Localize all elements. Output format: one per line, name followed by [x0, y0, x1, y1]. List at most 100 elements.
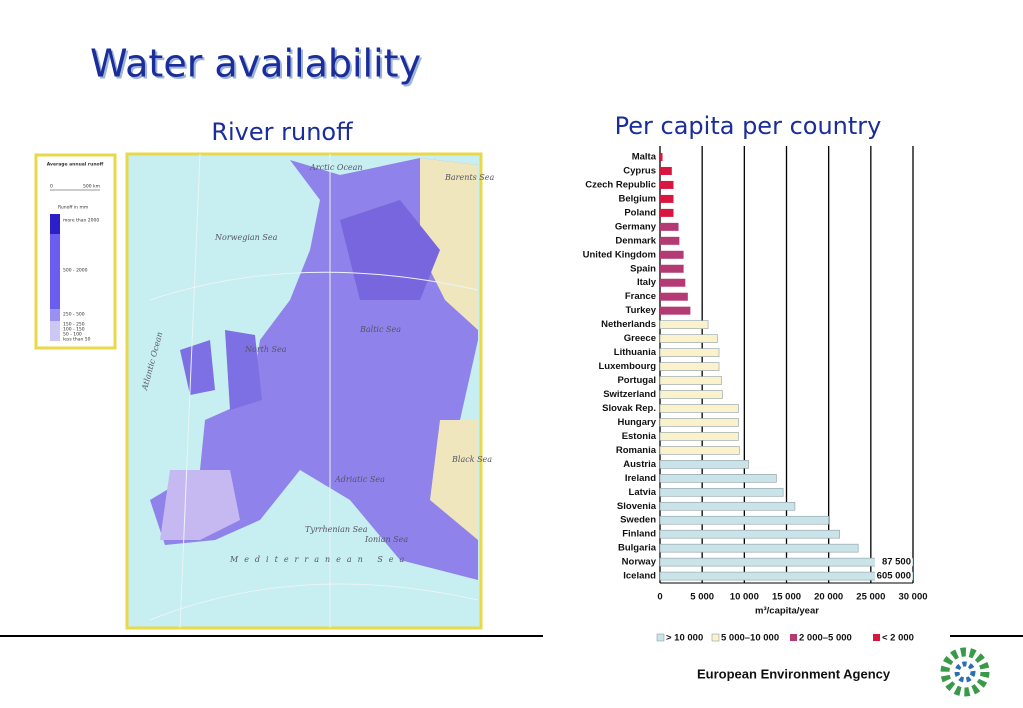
bar — [659, 529, 840, 539]
y-tick-label: Luxembourg — [598, 361, 656, 372]
y-tick-label: Czech Republic — [585, 179, 656, 190]
bar — [660, 278, 686, 287]
legend-item: 150 - 250 — [63, 322, 85, 328]
legend-item: 100 - 150 — [63, 327, 85, 333]
legend-swatch — [790, 634, 797, 641]
y-tick-label: Slovak Rep. — [602, 403, 656, 414]
y-tick-label: Cyprus — [623, 165, 656, 176]
bar — [659, 334, 718, 343]
label-bg — [875, 556, 912, 568]
x-tick-label: 25 000 — [856, 592, 885, 603]
bar — [659, 390, 723, 399]
x-tick-label: 30 000 — [898, 592, 927, 603]
y-tick-label: Sweden — [620, 515, 656, 526]
map-label: Ionian Sea — [364, 535, 408, 544]
value-label: 605 000 — [877, 571, 911, 582]
legend-label: < 2 000 — [882, 633, 914, 644]
legend-item: 250 - 500 — [63, 312, 85, 318]
value-label: 87 500 — [882, 557, 911, 568]
y-tick-label: France — [625, 291, 656, 302]
map-label: Adriatic Sea — [334, 475, 385, 484]
scandinavia — [340, 200, 440, 300]
iberia — [160, 470, 240, 540]
y-tick-label: Iceland — [623, 571, 656, 582]
slide-title: Water availability — [90, 42, 421, 86]
y-tick-label: Bulgaria — [618, 543, 657, 554]
y-tick-label: Portugal — [617, 375, 656, 386]
bar — [660, 166, 672, 175]
y-tick-label: Denmark — [615, 235, 656, 246]
map-label: Black Sea — [451, 455, 492, 464]
y-tick-label: Norway — [622, 557, 657, 568]
legend-label: 5 000–10 000 — [721, 633, 779, 644]
legend-item: less than 50 — [63, 337, 91, 343]
bar — [659, 362, 720, 371]
bar — [660, 180, 674, 189]
y-tick-label: Italy — [637, 277, 657, 288]
map-label: Mediterranean Sea — [229, 555, 410, 564]
bar — [660, 306, 691, 315]
bar — [659, 348, 720, 357]
y-tick-label: Switzerland — [603, 389, 656, 400]
y-tick-label: Estonia — [622, 431, 657, 442]
legend-swatch — [656, 633, 665, 642]
y-tick-label: Slovenia — [617, 501, 657, 512]
bar — [659, 474, 777, 483]
bar — [659, 376, 722, 385]
bar — [659, 543, 859, 553]
map-label: Norwegian Sea — [214, 233, 278, 242]
bar — [660, 236, 680, 245]
isles — [180, 330, 262, 410]
scale-label: 0 — [50, 184, 53, 190]
bars — [659, 153, 913, 581]
y-tick-label: Hungary — [617, 417, 656, 428]
bar — [660, 208, 674, 217]
x-tick-label: 20 000 — [814, 592, 843, 603]
scale-label: 500 km — [83, 184, 100, 190]
map-label: North Sea — [244, 345, 287, 354]
y-tick-label: Turkey — [626, 305, 657, 316]
bar — [659, 557, 913, 567]
map-label: Baltic Sea — [359, 325, 401, 334]
legend-item: 500 - 2000 — [63, 268, 88, 274]
y-tick-label: Latvia — [629, 487, 657, 498]
y-tick-label: Greece — [624, 333, 656, 344]
y-tick-label: Lithuania — [614, 347, 657, 358]
bar — [659, 460, 749, 469]
legend-subtitle: Runoff in mm — [58, 205, 88, 211]
legend-label: > 10 000 — [666, 633, 703, 644]
y-tick-label: Netherlands — [601, 319, 656, 330]
bar — [659, 487, 784, 497]
legend-title: Average annual runoff — [47, 162, 104, 168]
y-tick-label: Austria — [623, 459, 656, 470]
bar — [659, 418, 739, 427]
x-axis-label: m³/capita/year — [755, 606, 819, 617]
x-tick-label: 5 000 — [690, 592, 714, 603]
bar — [660, 222, 679, 231]
x-tick-label: 0 — [657, 592, 662, 603]
map-label: Barents Sea — [444, 173, 494, 182]
y-tick-label: Poland — [624, 207, 656, 218]
map-title: River runoff — [211, 118, 353, 146]
chart-title: Per capita per country — [615, 112, 882, 140]
bar — [659, 571, 913, 581]
bar — [659, 432, 739, 441]
map-label: Arctic Ocean — [309, 163, 363, 172]
legend-item: more than 2000 — [63, 218, 99, 224]
footer: European Environment Agency — [697, 666, 891, 681]
legend-swatch — [711, 633, 720, 642]
y-tick-label: Belgium — [619, 193, 656, 204]
y-tick-label: Ireland — [625, 473, 656, 484]
map-legend: Average annual runoff 0 500 km Runoff in… — [34, 153, 117, 350]
y-tick-label: Malta — [632, 152, 657, 163]
legend-swatch — [873, 634, 880, 641]
bar — [659, 320, 709, 329]
y-tick-label: United Kingdom — [583, 249, 656, 260]
bar — [659, 446, 740, 455]
title-shadow: Water availability — [92, 44, 423, 88]
bar — [659, 515, 829, 525]
y-tick-label: Spain — [630, 263, 656, 274]
bar — [660, 250, 684, 259]
map-label: Tyrrhenian Sea — [305, 525, 368, 534]
x-tick-label: 10 000 — [730, 592, 759, 603]
